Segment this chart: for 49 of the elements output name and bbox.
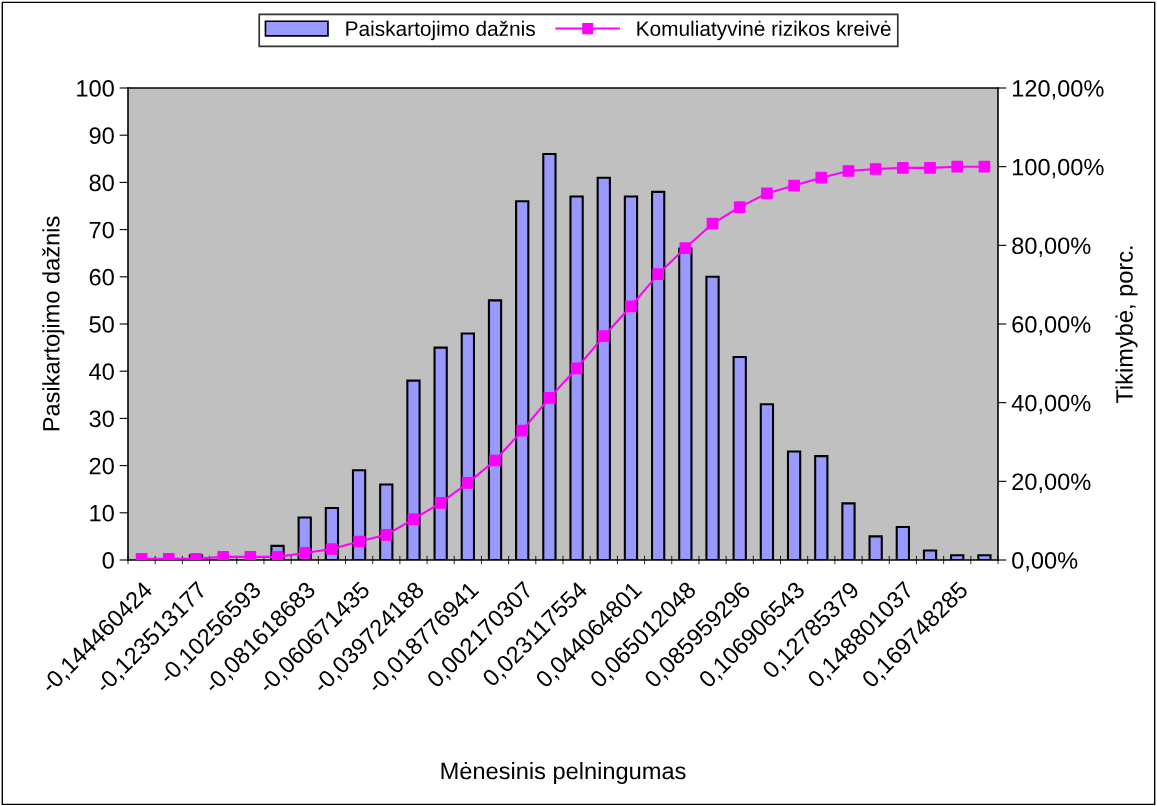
y-tick-label: 20 bbox=[89, 457, 114, 475]
x-axis-title: Mėnesinis pelningumas bbox=[441, 761, 686, 785]
y2-axis-title: Tikimybė, porc. bbox=[1115, 246, 1138, 404]
point bbox=[652, 268, 665, 280]
y-tick-label: 30 bbox=[89, 410, 114, 428]
point bbox=[978, 160, 991, 173]
point bbox=[380, 528, 393, 541]
point bbox=[407, 513, 420, 525]
y2-tick-label: 100,00% bbox=[1012, 158, 1104, 179]
y-axis-title: Pasikartojimo dažnis bbox=[42, 216, 65, 431]
point bbox=[461, 477, 474, 489]
y-tick-label: 60 bbox=[89, 268, 114, 286]
point bbox=[326, 543, 338, 555]
point bbox=[869, 163, 882, 175]
point bbox=[679, 242, 692, 254]
point bbox=[597, 330, 610, 343]
legend-label: Paiskartojimo dažnis bbox=[346, 20, 535, 41]
y-tick-label: 0 bbox=[102, 552, 114, 569]
y2-tick-label: 40,00% bbox=[1011, 394, 1091, 415]
y-tick-label: 40 bbox=[89, 363, 114, 380]
point bbox=[951, 160, 964, 173]
point bbox=[298, 547, 311, 559]
point bbox=[788, 179, 800, 192]
y2-tick-label: 60,00% bbox=[1012, 316, 1091, 336]
y2-tick-label: 20,00% bbox=[1012, 473, 1091, 493]
point bbox=[353, 535, 365, 548]
legend-label: Komuliatyvinė rizikos kreivė bbox=[637, 20, 891, 41]
y-tick-label: 50 bbox=[89, 316, 114, 333]
point bbox=[625, 300, 637, 313]
y-tick-label: 70 bbox=[89, 221, 114, 239]
point bbox=[924, 162, 936, 174]
point bbox=[543, 392, 556, 404]
y2-tick-label: 0,00% bbox=[1012, 552, 1078, 572]
point bbox=[489, 454, 501, 467]
y-tick-label: 90 bbox=[89, 127, 114, 144]
point bbox=[570, 362, 583, 375]
point bbox=[896, 162, 909, 174]
point bbox=[733, 201, 746, 214]
point bbox=[761, 187, 773, 200]
point bbox=[706, 217, 719, 230]
y-tick-label: 100 bbox=[77, 80, 114, 97]
y-tick-label: 10 bbox=[90, 504, 114, 522]
point bbox=[516, 424, 529, 437]
point bbox=[434, 497, 447, 509]
y2-tick-label: 80,00% bbox=[1012, 237, 1091, 257]
point bbox=[842, 165, 855, 177]
y-tick-label: 80 bbox=[89, 174, 114, 192]
y2-tick-label: 120,00% bbox=[1012, 80, 1104, 100]
point bbox=[815, 171, 828, 184]
